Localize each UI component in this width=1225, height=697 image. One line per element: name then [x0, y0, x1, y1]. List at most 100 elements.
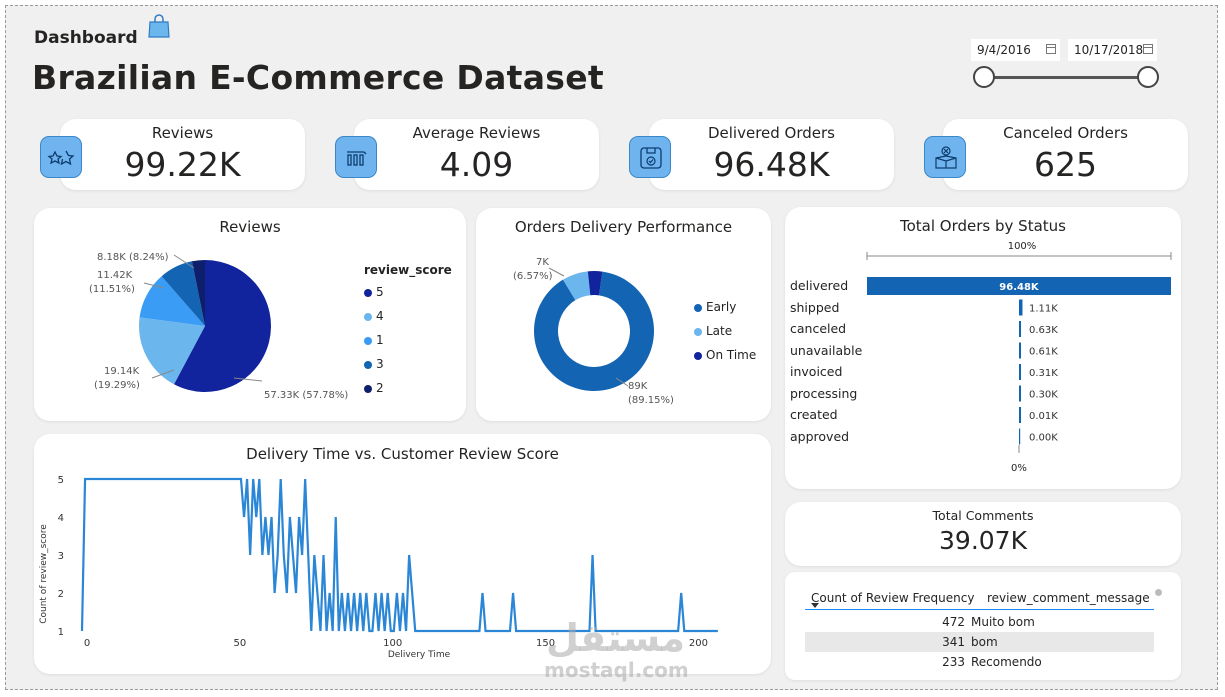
legend-dot [694, 303, 702, 312]
bar-created[interactable] [1019, 407, 1021, 423]
chart-title: Orders Delivery Performance [514, 218, 733, 236]
y-tick-label: 3 [58, 551, 64, 562]
bar-value-label: 0.01K [1029, 411, 1058, 422]
slider-end-handle[interactable] [1137, 66, 1159, 88]
slider-start-handle[interactable] [973, 66, 995, 88]
slice-label-3: 8.18K (8.24%) [97, 252, 169, 263]
bar-value-label: 0.63K [1029, 325, 1058, 336]
axis-top-label: 100% [1007, 241, 1037, 252]
bar-canceled[interactable] [1019, 321, 1021, 337]
kpi-label: Delivered Orders [707, 124, 836, 142]
y-tick-label: 4 [58, 513, 64, 524]
reviews-pie-card: Reviews 8.18K (8.24%) 11.42K (11.51%) 19… [34, 208, 466, 421]
category-label-shipped: shipped [790, 299, 840, 315]
legend-label: 1 [376, 333, 384, 347]
category-label-processing: processing [790, 385, 858, 401]
leader-line [233, 377, 263, 382]
reviews-pie-chart: 8.18K (8.24%) 11.42K (11.51%) 19.14K (19… [89, 252, 348, 401]
table-row: 472 Muito bom [805, 612, 1154, 632]
y-axis-title: Count of review_score [39, 524, 49, 624]
slice-label-1-pct: (11.51%) [89, 284, 135, 295]
leader-line [173, 254, 195, 269]
y-tick-label: 2 [58, 589, 64, 600]
legend-item-late[interactable]: Late [694, 324, 732, 338]
legend-item-2[interactable]: 2 [364, 381, 384, 395]
bar-delivered[interactable] [867, 277, 1171, 295]
legend-dot [364, 336, 372, 345]
legend-item-on-time[interactable]: On Time [694, 348, 756, 362]
x-tick-label: 0 [84, 638, 90, 649]
legend-dot [694, 327, 702, 336]
date-start-input[interactable]: 9/4/2016 [971, 39, 1060, 61]
bar-value-label: 0.61K [1029, 347, 1058, 358]
leader-line [548, 267, 565, 277]
date-start-value: 9/4/2016 [977, 43, 1031, 57]
date-range-slider[interactable] [988, 76, 1154, 79]
bar-shipped[interactable] [1019, 299, 1023, 316]
chart-title: Delivery Time vs. Customer Review Score [246, 445, 559, 463]
legend-item-5[interactable]: 5 [364, 285, 384, 299]
scrollbar-dot[interactable] [1155, 589, 1162, 596]
legend-label: 2 [376, 381, 384, 395]
axis-top-line [866, 252, 1172, 260]
pie-slice-4[interactable] [139, 317, 205, 385]
kpi-card-delivered-orders: Delivered Orders 96.48K [649, 119, 894, 190]
donut-slice-on-time[interactable] [587, 271, 603, 296]
orders-by-status-card: Total Orders by Status 100% 96.48K 1.11K 0… [785, 207, 1181, 489]
legend-dot [364, 312, 372, 321]
column-header-count[interactable]: Count of Review Frequency [811, 591, 975, 605]
leader-line [151, 369, 175, 379]
axis-bottom-label: 0% [1011, 463, 1027, 474]
donut-slice-early[interactable] [534, 271, 654, 391]
y-tick-label: 1 [58, 627, 64, 638]
kpi-label: Reviews [151, 124, 214, 142]
delivery-performance-card: Orders Delivery Performance 7K (6.57%) 8… [476, 208, 771, 421]
legend-label: 3 [376, 357, 384, 371]
bar-processing[interactable] [1019, 385, 1021, 402]
bar-value-label: 0.00K [1029, 433, 1058, 444]
total-comments-value: 39.07K [939, 526, 1027, 555]
category-label-created: created [790, 407, 838, 422]
category-label-canceled: canceled [790, 321, 847, 336]
x-tick-label: 100 [383, 638, 402, 649]
column-header-message[interactable]: review_comment_message [987, 591, 1150, 605]
donut-slice-late[interactable] [562, 271, 591, 301]
legend-label: 4 [376, 309, 384, 323]
date-end-input[interactable]: 10/17/2018 [1068, 39, 1157, 61]
y-tick-label: 5 [58, 475, 64, 486]
pie-slice-2[interactable] [191, 260, 205, 326]
legend-label: 5 [376, 285, 384, 299]
kpi-value: 625 [1034, 145, 1097, 184]
kpi-value: 99.22K [124, 145, 241, 184]
kpi-card-reviews: Reviews 99.22K [60, 119, 305, 190]
kpi-card-canceled-orders: Canceled Orders 625 [943, 119, 1188, 190]
bar-unavailable[interactable] [1019, 342, 1021, 359]
total-comments-card: Total Comments 39.07K [785, 502, 1181, 566]
delivery-time-line-card: Delivery Time vs. Customer Review Score … [34, 434, 771, 674]
legend-item-4[interactable]: 4 [364, 309, 384, 323]
status-bar-chart: 96.48K 1.11K 0.63K 0.61K 0.31K 0.30K 0.01K 0.00… [866, 252, 1172, 453]
table-row: 233 Recomendo [805, 652, 1154, 672]
pie-slice-5[interactable] [174, 260, 271, 392]
sort-down-icon[interactable] [811, 603, 819, 608]
bar-approved[interactable] [1019, 428, 1021, 445]
pie-slice-3[interactable] [161, 261, 205, 326]
bar-chart-icon [335, 136, 377, 178]
calendar-icon[interactable] [1046, 44, 1056, 54]
calendar-icon[interactable] [1143, 44, 1153, 54]
row-count: 233 [942, 655, 965, 669]
legend-label: Early [706, 300, 737, 314]
row-message: Muito bom [971, 615, 1035, 629]
category-label-invoiced: invoiced [790, 364, 843, 379]
category-label-approved: approved [790, 428, 850, 444]
pie-slice-1[interactable] [139, 276, 205, 326]
total-comments-title: Total Comments [932, 508, 1034, 523]
leader-line [143, 282, 165, 289]
legend-item-3[interactable]: 3 [364, 357, 384, 371]
row-count: 341 [942, 635, 965, 649]
table-row: 341 bom [805, 632, 1154, 652]
legend-item-1[interactable]: 1 [364, 333, 384, 347]
legend-item-early[interactable]: Early [694, 300, 736, 314]
bar-invoiced[interactable] [1019, 364, 1021, 380]
shopping-bag-icon [148, 14, 170, 38]
